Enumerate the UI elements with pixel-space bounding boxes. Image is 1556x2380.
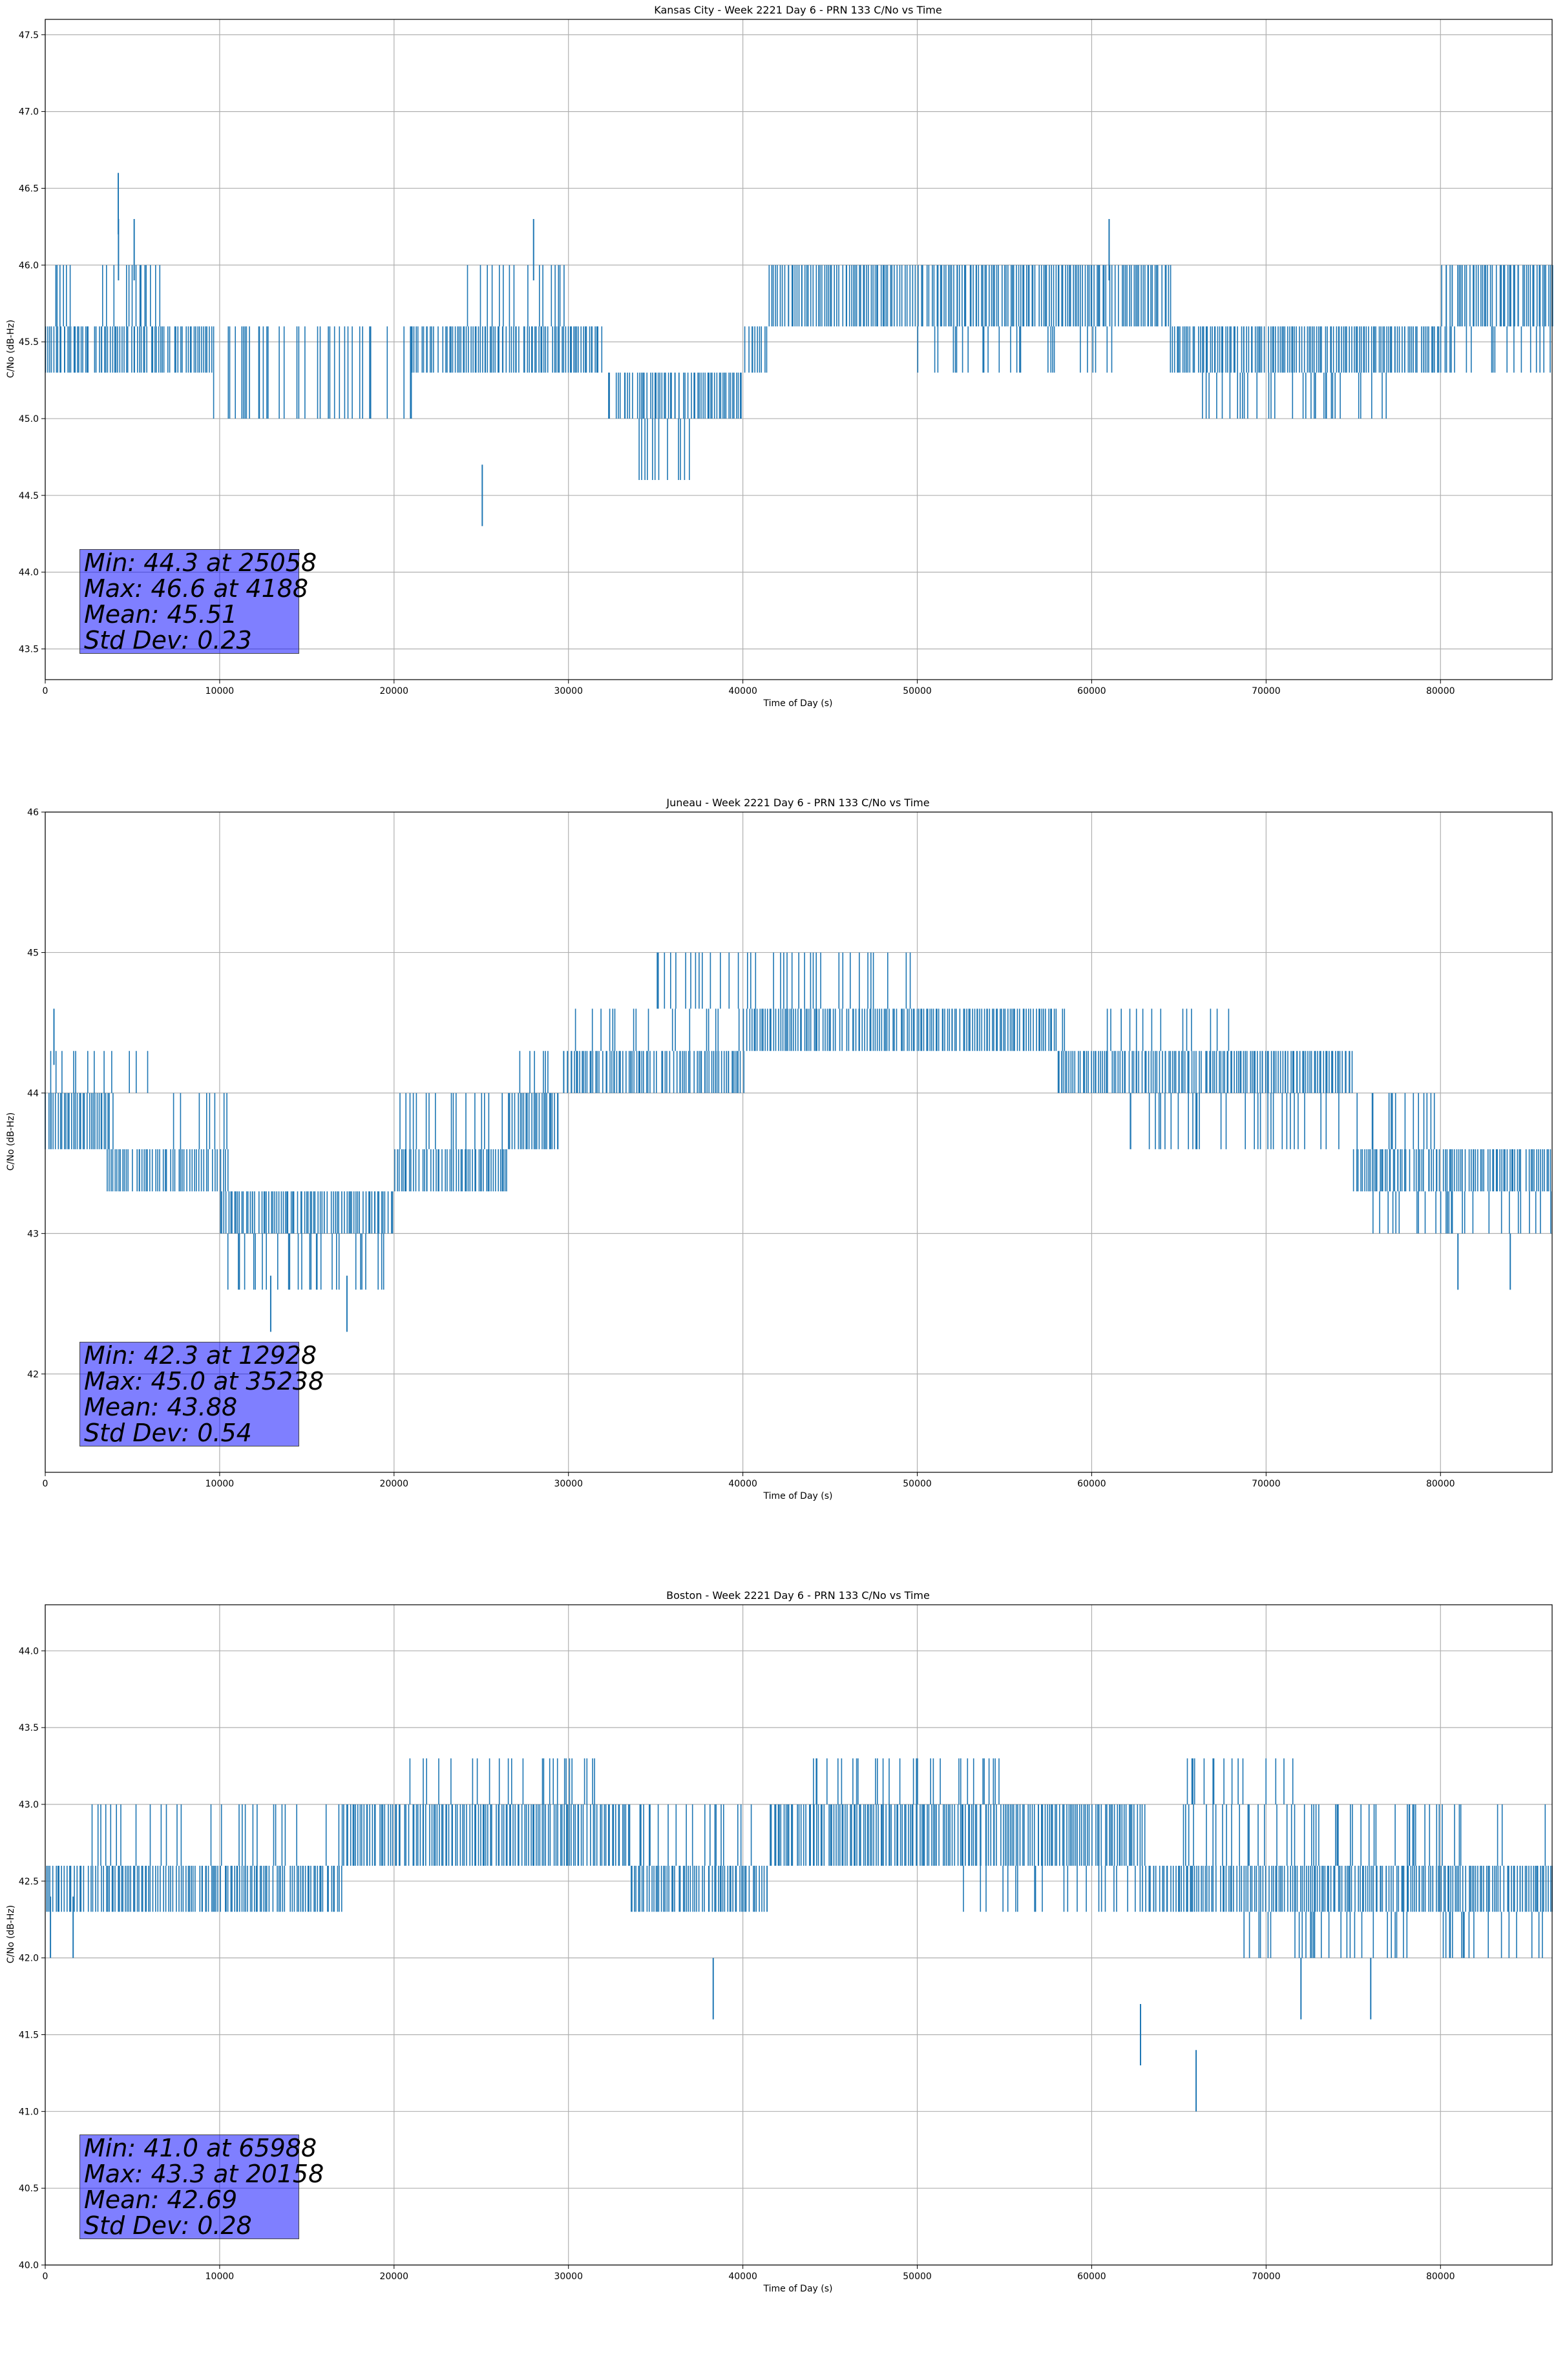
axis-ticks: 0 10000 20000 30000 40000 50000 60000 70000 8000… xyxy=(19,30,1455,696)
chart-juneau: Juneau - Week 2221 Day 6 - PRN 133 C/No … xyxy=(6,797,1553,1501)
stats-box-juneau: Min: 42.3 at 12928 Max: 45.0 at 35238 Me… xyxy=(79,1341,324,1447)
y-tick-label: 47.0 xyxy=(19,107,39,118)
x-tick-label: 30000 xyxy=(554,1479,583,1489)
x-tick-label: 20000 xyxy=(380,2271,409,2282)
x-tick-label: 0 xyxy=(43,2271,48,2282)
plot-frame xyxy=(45,1604,1553,2266)
series-band xyxy=(45,265,1553,480)
x-tick-label: 80000 xyxy=(1426,686,1455,696)
x-tick-label: 40000 xyxy=(728,2271,757,2282)
stats-min: Min: 41.0 at 65988 xyxy=(84,2134,317,2162)
axis-ticks: 0 10000 20000 30000 40000 50000 60000 70000 8000… xyxy=(27,808,1455,1489)
y-axis-label: C/No (dB-Hz) xyxy=(6,1112,16,1171)
x-tick-label: 70000 xyxy=(1252,686,1281,696)
series-band xyxy=(46,1758,1553,1958)
x-tick-label: 10000 xyxy=(205,2271,235,2282)
y-tick-label: 43.5 xyxy=(19,644,39,654)
y-tick-label: 41.0 xyxy=(19,2107,39,2117)
stats-std-dev: Std Dev: 0.28 xyxy=(84,2211,252,2240)
stats-std-dev: Std Dev: 0.54 xyxy=(84,1419,252,1447)
y-tick-label: 46 xyxy=(27,808,39,818)
plot-frame xyxy=(45,19,1553,680)
chart-boston: Boston - Week 2221 Day 6 - PRN 133 C/No … xyxy=(6,1589,1553,2294)
axis-ticks: 0 10000 20000 30000 40000 50000 60000 70000 8000… xyxy=(19,1646,1455,2282)
x-tick-label: 40000 xyxy=(728,1479,757,1489)
stats-box-kansas-city: Min: 44.3 at 25058 Max: 46.6 at 4188 Mea… xyxy=(79,548,317,654)
chart-kansas-city: Kansas City - Week 2221 Day 6 - PRN 133 … xyxy=(6,4,1553,709)
series-line xyxy=(46,1758,1553,2112)
x-tick-label: 50000 xyxy=(903,1479,932,1489)
x-tick-label: 80000 xyxy=(1426,2271,1455,2282)
stats-mean: Mean: 43.88 xyxy=(84,1393,238,1421)
y-tick-label: 40.5 xyxy=(19,2184,39,2194)
x-tick-label: 10000 xyxy=(205,1479,235,1489)
x-tick-label: 50000 xyxy=(903,686,932,696)
y-tick-label: 44.0 xyxy=(19,1646,39,1656)
x-tick-label: 20000 xyxy=(380,1479,409,1489)
y-tick-label: 45 xyxy=(27,948,39,958)
y-tick-label: 43 xyxy=(27,1229,39,1239)
y-tick-label: 44.0 xyxy=(19,568,39,578)
x-tick-label: 60000 xyxy=(1077,686,1106,696)
x-tick-label: 30000 xyxy=(554,686,583,696)
stats-min: Min: 44.3 at 25058 xyxy=(84,548,317,577)
y-tick-label: 42.5 xyxy=(19,1877,39,1887)
x-tick-label: 40000 xyxy=(728,686,757,696)
series-line xyxy=(45,952,1551,1332)
x-tick-label: 0 xyxy=(43,686,48,696)
x-axis-label: Time of Day (s) xyxy=(763,698,833,709)
x-axis-label: Time of Day (s) xyxy=(763,1491,833,1501)
series-line xyxy=(45,172,1553,527)
stats-min: Min: 42.3 at 12928 xyxy=(84,1341,317,1370)
x-tick-label: 30000 xyxy=(554,2271,583,2282)
y-axis-label: C/No (dB-Hz) xyxy=(6,320,16,378)
y-tick-label: 47.5 xyxy=(19,30,39,41)
y-tick-label: 43.0 xyxy=(19,1800,39,1810)
x-tick-label: 10000 xyxy=(205,686,235,696)
chart-title: Juneau - Week 2221 Day 6 - PRN 133 C/No … xyxy=(666,797,929,809)
stats-max: Max: 46.6 at 4188 xyxy=(84,574,309,603)
y-tick-label: 42 xyxy=(27,1370,39,1380)
y-tick-label: 44 xyxy=(27,1089,39,1099)
stats-mean: Mean: 45.51 xyxy=(84,600,238,629)
x-tick-label: 50000 xyxy=(903,2271,932,2282)
series-band xyxy=(45,952,1551,1290)
stats-std-dev: Std Dev: 0.23 xyxy=(84,626,252,654)
y-axis-label: C/No (dB-Hz) xyxy=(6,1905,16,1963)
x-tick-label: 60000 xyxy=(1077,2271,1106,2282)
x-tick-label: 60000 xyxy=(1077,1479,1106,1489)
y-tick-label: 45.0 xyxy=(19,414,39,424)
y-tick-label: 40.0 xyxy=(19,2260,39,2271)
plot-frame xyxy=(45,811,1553,1473)
x-tick-label: 80000 xyxy=(1426,1479,1455,1489)
x-tick-label: 20000 xyxy=(380,686,409,696)
chart-title: Kansas City - Week 2221 Day 6 - PRN 133 … xyxy=(654,4,941,16)
y-tick-label: 46.0 xyxy=(19,260,39,271)
y-tick-label: 42.0 xyxy=(19,1954,39,1964)
stats-max: Max: 43.3 at 20158 xyxy=(84,2160,324,2188)
x-tick-label: 0 xyxy=(43,1479,48,1489)
y-tick-label: 44.5 xyxy=(19,491,39,501)
chart-title: Boston - Week 2221 Day 6 - PRN 133 C/No … xyxy=(666,1589,930,1602)
stats-mean: Mean: 42.69 xyxy=(84,2186,238,2214)
stats-box-boston: Min: 41.0 at 65988 Max: 43.3 at 20158 Me… xyxy=(79,2134,324,2240)
y-tick-label: 45.5 xyxy=(19,337,39,348)
stats-max: Max: 45.0 at 35238 xyxy=(84,1367,324,1395)
y-tick-label: 46.5 xyxy=(19,183,39,194)
x-axis-label: Time of Day (s) xyxy=(763,2284,833,2294)
x-tick-label: 70000 xyxy=(1252,2271,1281,2282)
y-tick-label: 41.5 xyxy=(19,2030,39,2040)
y-tick-label: 43.5 xyxy=(19,1723,39,1733)
x-tick-label: 70000 xyxy=(1252,1479,1281,1489)
